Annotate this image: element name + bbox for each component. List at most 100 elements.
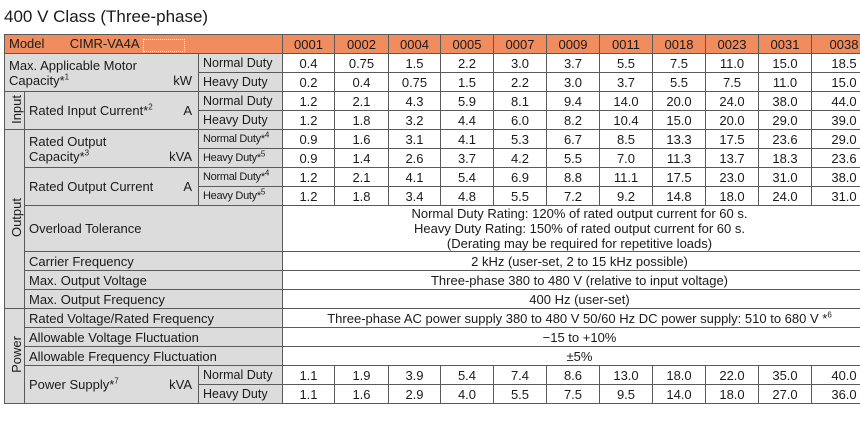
value-cell: 7.5 [652,53,706,73]
footnote-sup: 3 [85,148,89,157]
duty-label: Normal Duty [198,365,283,385]
value-cell: 3.7 [546,53,600,73]
model-header: Model CIMR-VA4A [4,34,283,54]
value-cell: 29.0 [758,110,812,130]
value-cell: 1.6 [334,129,389,149]
value-cell: 1.4 [334,148,389,168]
value-cell: 15.0 [811,72,860,92]
model-label: Model [9,36,45,52]
group-input: Input [4,91,25,130]
value-cell: 7.4 [493,365,547,385]
table-row: Power Rated Voltage/Rated Frequency Three-… [4,308,860,404]
unit: A [183,179,192,194]
model-number: 0018 [652,34,706,54]
value-cell: 15.0 [652,110,706,130]
label-row: Rated Input Current*2 A [29,103,194,118]
label-text-group: Capacity*1 [9,73,69,88]
value-cell: 17.5 [705,129,759,149]
table-row: Carrier Frequency 2 kHz (user-set, 2 to 1… [5,251,860,271]
overload-line: Normal Duty Rating: 120% of rated output… [411,206,748,222]
value-cell: 8.2 [546,110,600,130]
value-cell: 1.2 [282,91,335,111]
value-cell: 4.4 [440,110,494,130]
group-power: Power [4,308,25,404]
value-cell: 7.5 [546,384,600,404]
frequency-fluctuation-label: Allowable Frequency Fluctuation [24,346,283,366]
label-text: Capacity* [9,72,65,88]
label-row: Power Supply*7 kVA [29,377,194,392]
value-cell: 2.6 [388,148,441,168]
max-output-frequency-value: 400 Hz (user-set) [282,289,860,309]
duty-text: Normal Duty* [203,132,265,145]
voltage-fluctuation-label: Allowable Voltage Fluctuation [24,327,283,347]
overload-line: (Derating may be required for repetitive… [446,236,713,251]
max-output-frequency-label: Max. Output Frequency [24,289,283,309]
value-cell: 4.0 [440,384,494,404]
footnote-sup: 4 [264,167,269,177]
value-cell: 2.2 [440,53,494,73]
model-number: 0031 [758,34,812,54]
value-cell: 2.1 [334,167,389,187]
value-text: 2 kHz (user-set, 2 to 15 kHz possible) [471,253,688,269]
value-cell: 7.0 [599,148,653,168]
value-cell: 5.5 [652,72,706,92]
table-row: Heavy Duty 0.2 0.4 0.75 1.5 2.2 3.0 3.7 5.5 7.5 11… [5,72,860,92]
value-cell: 5.4 [440,365,494,385]
value-cell: 38.0 [758,91,812,111]
max-output-voltage-value: Three-phase 380 to 480 V (relative to in… [282,270,860,290]
value-cell: 3.2 [388,110,441,130]
value-cell: 1.2 [282,110,335,130]
value-cell: 20.0 [652,91,706,111]
value-cell: 2.9 [388,384,441,404]
value-cell: 24.0 [758,186,812,206]
table-row: Heavy Duty*5 0.9 1.4 2.6 3.7 4.2 5.5 7.0 11.3 13.… [5,148,860,168]
value-cell: 7.2 [546,186,600,206]
value-cell: 5.9 [440,91,494,111]
value-cell: 2.2 [493,72,547,92]
value-cell: 2.1 [334,91,389,111]
value-cell: 5.5 [493,186,547,206]
table-row: Output Rated Output Capacity*3 kVA Normal Du… [4,129,860,309]
footnote-marker: 5 [260,148,265,158]
value-cell: 13.7 [705,148,759,168]
table-row: Heavy Duty 1.1 1.6 2.9 4.0 5.5 7.5 9.5 14.0 18.0 2… [5,384,860,404]
value-cell: 14.0 [599,91,653,111]
label-row: Rated Output Current A [29,179,194,194]
table-row: Overload Tolerance Normal Duty Rating: 12… [5,205,860,252]
model-value: CIMR-VA4A [69,36,140,52]
value-cell: 31.0 [758,167,812,187]
value-cell: 11.3 [652,148,706,168]
value-cell: 44.0 [811,91,860,111]
value-cell: 0.2 [282,72,335,92]
value-cell: 4.2 [493,148,547,168]
table-row: Max. Output Voltage Three-phase 380 to 48… [5,270,860,290]
value-cell: 11.0 [705,53,759,73]
duty-text: Heavy Duty [203,112,268,127]
value-cell: 3.7 [440,148,494,168]
duty-label: Normal Duty [198,91,283,111]
value-cell: 5.4 [440,167,494,187]
footnote-marker: 4 [264,167,269,177]
value-cell: 23.6 [758,129,812,149]
duty-label: Normal Duty*4 [198,167,283,187]
value-cell: 5.5 [546,148,600,168]
footnote-sup: 4 [264,129,269,139]
table-row: Max. Output Frequency 400 Hz (user-set) [5,289,860,309]
unit: kVA [169,377,192,392]
group-label: Output [9,197,24,238]
model-number: 0005 [440,34,494,54]
value-cell: 1.9 [334,365,389,385]
model-number: 0001 [282,34,335,54]
value-cell: 23.0 [705,167,759,187]
footnote-marker: 3 [84,148,90,158]
footnote-marker: 1 [64,72,70,82]
footnote-sup: 2 [148,103,152,112]
footnote-marker: 4 [264,129,269,139]
value-cell: 0.75 [334,53,389,73]
duty-text: Heavy Duty [203,386,268,401]
value-cell: 1.1 [282,384,335,404]
value-cell: 22.0 [705,365,759,385]
value-cell: 4.1 [440,129,494,149]
value-cell: 1.8 [334,186,389,206]
label-text: Rated Input Current* [29,103,149,118]
